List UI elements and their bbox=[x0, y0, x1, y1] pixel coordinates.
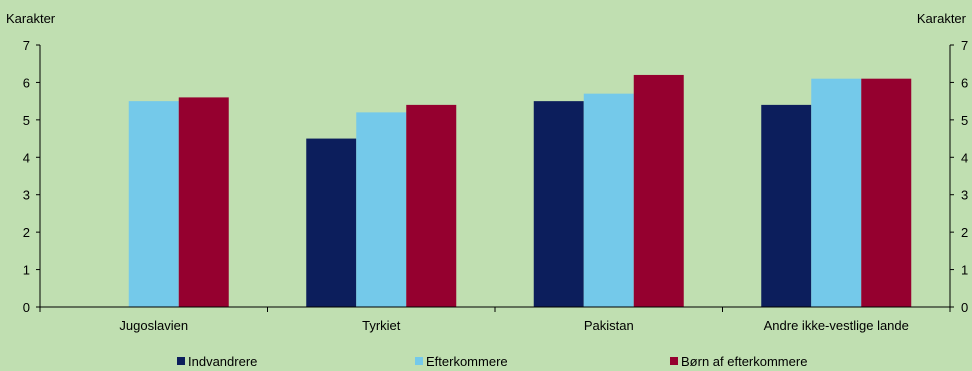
y-tick-label-right: 0 bbox=[961, 300, 968, 315]
y-axis-label-left: Karakter bbox=[6, 11, 56, 26]
y-tick-label-right: 7 bbox=[961, 38, 968, 53]
y-axis-label-right: Karakter bbox=[917, 11, 967, 26]
bar-3 bbox=[406, 104, 457, 307]
y-axis-right: 0 1 2 3 4 5 6 7 bbox=[949, 38, 968, 315]
bar-1 bbox=[533, 101, 584, 308]
y-tick-label-left: 3 bbox=[23, 188, 30, 203]
y-tick-label-right: 3 bbox=[961, 188, 968, 203]
y-tick-label-left: 0 bbox=[23, 300, 30, 315]
y-axis-left: 0 1 2 3 4 5 6 7 bbox=[23, 38, 41, 315]
legend-label: Børn af efterkommere bbox=[681, 354, 807, 369]
y-tick-label-left: 7 bbox=[23, 38, 30, 53]
bar-3 bbox=[861, 78, 912, 307]
x-tick-label: Tyrkiet bbox=[362, 318, 401, 333]
bar-3 bbox=[633, 74, 684, 307]
y-tick-label-right: 4 bbox=[961, 150, 968, 165]
legend-label: Efterkommere bbox=[426, 354, 508, 369]
y-tick-label-left: 2 bbox=[23, 225, 30, 240]
y-tick-label-right: 5 bbox=[961, 113, 968, 128]
legend-label: Indvandrere bbox=[188, 354, 257, 369]
bars-group bbox=[128, 74, 912, 308]
bar-2 bbox=[356, 112, 407, 307]
legend-swatch bbox=[670, 357, 678, 365]
bar-2 bbox=[811, 78, 862, 307]
x-axis: Jugoslavien Tyrkiet Pakistan Andre ikke-ves… bbox=[39, 306, 951, 333]
bar-2 bbox=[583, 93, 634, 308]
y-tick-label-left: 1 bbox=[23, 263, 30, 278]
x-tick-label: Pakistan bbox=[584, 318, 634, 333]
x-tick-label: Andre ikke-vestlige lande bbox=[764, 318, 909, 333]
y-tick-label-right: 1 bbox=[961, 263, 968, 278]
legend-swatch bbox=[415, 357, 423, 365]
bar-1 bbox=[306, 138, 357, 307]
bar-1 bbox=[761, 104, 812, 307]
y-tick-label-right: 6 bbox=[961, 75, 968, 90]
legend-swatch bbox=[177, 357, 185, 365]
bar-3 bbox=[178, 97, 229, 308]
y-tick-label-right: 2 bbox=[961, 225, 968, 240]
legend: Indvandrere Efterkommere Børn af efterkomm… bbox=[177, 354, 807, 369]
y-tick-label-left: 6 bbox=[23, 75, 30, 90]
y-tick-label-left: 4 bbox=[23, 150, 30, 165]
x-tick-label: Jugoslavien bbox=[119, 318, 188, 333]
y-tick-label-left: 5 bbox=[23, 113, 30, 128]
bar-2 bbox=[128, 101, 179, 308]
